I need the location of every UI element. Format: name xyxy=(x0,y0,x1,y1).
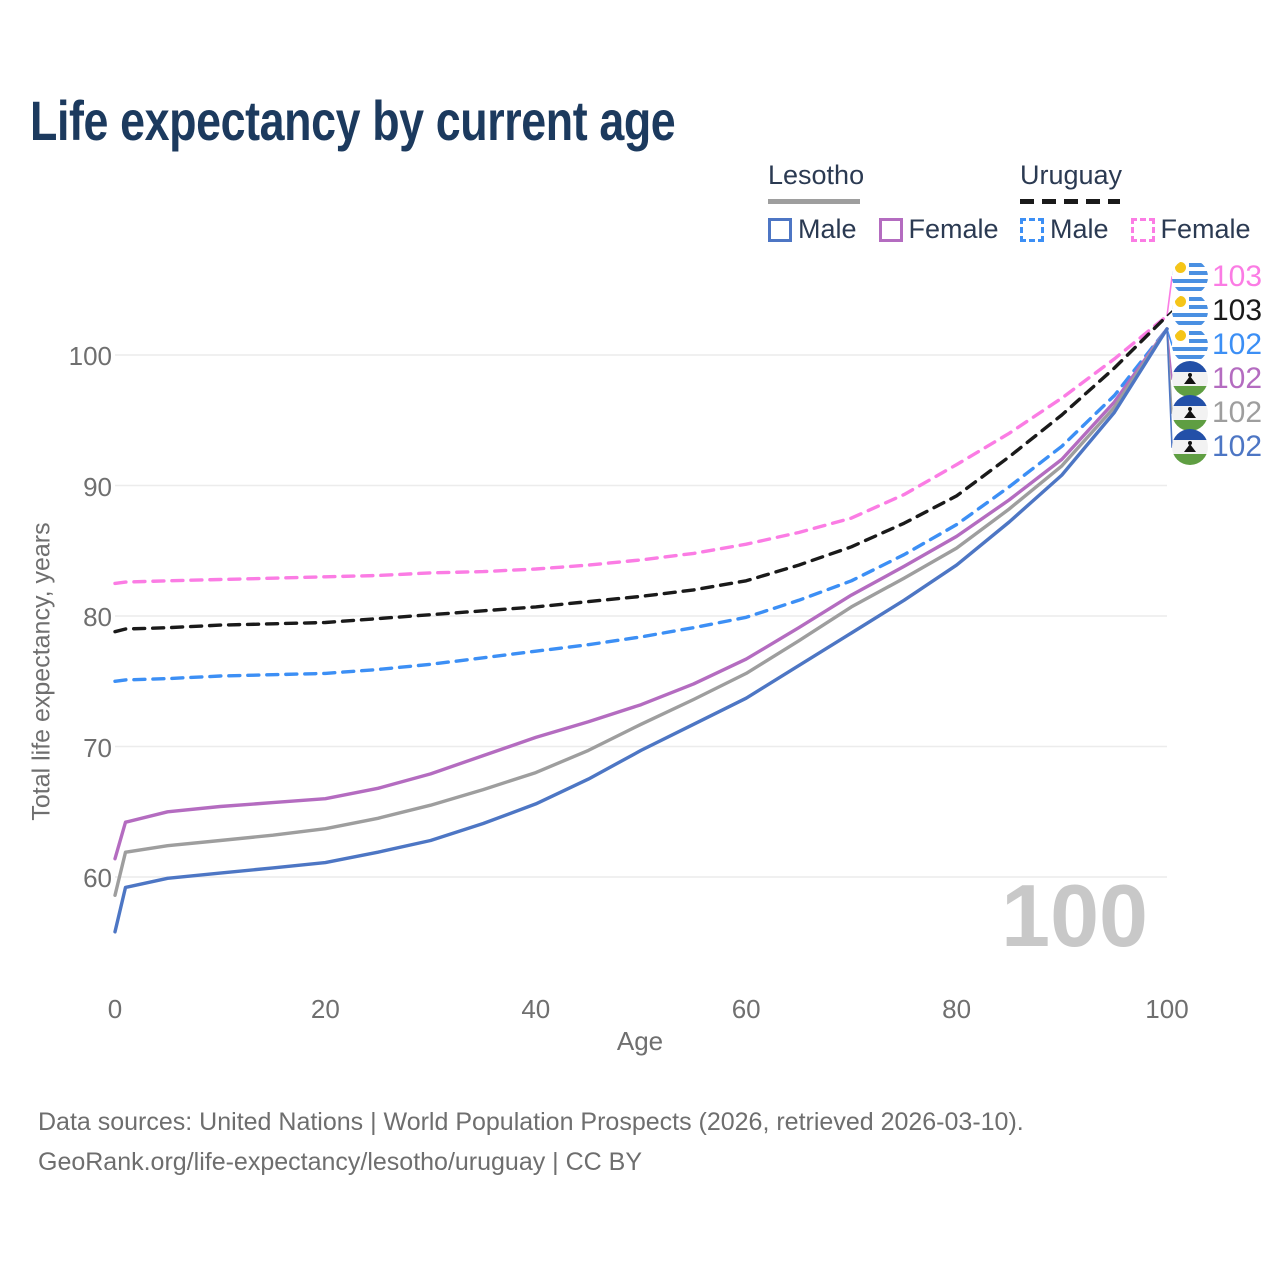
x-tick-label-60: 60 xyxy=(731,994,761,1024)
end-value-label-uruguay-female: 103 xyxy=(1212,260,1263,293)
end-value-label-uruguay-both: 103 xyxy=(1212,294,1263,327)
y-tick-label-90: 90 xyxy=(83,471,112,502)
footer-data-sources: Data sources: United Nations | World Pop… xyxy=(38,1108,1024,1136)
legend-country-lesotho: Lesotho xyxy=(768,160,865,190)
series-line-uruguay-both xyxy=(113,314,1169,634)
page-title: Life expectancy by current age xyxy=(30,89,676,152)
series-line-lesotho-both xyxy=(113,327,1169,897)
legend-country-uruguay: Uruguay xyxy=(1020,160,1123,190)
x-axis-title: Age xyxy=(616,1026,664,1056)
lesotho-female-swatch-icon xyxy=(878,217,903,242)
legend-label: Female xyxy=(908,214,999,244)
watermark-age-100: 100 xyxy=(1001,866,1148,965)
series-line-uruguay-male xyxy=(113,327,1169,683)
legend-item-uruguay-female[interactable]: Female xyxy=(1130,214,1251,245)
legend-item-lesotho-female[interactable]: Female xyxy=(878,214,999,245)
flag-uruguay-icon xyxy=(1172,259,1208,295)
legend-label: Male xyxy=(798,214,857,244)
x-tick-label-100: 100 xyxy=(1145,994,1189,1024)
y-axis-title: Total life expectancy, years xyxy=(27,522,56,821)
flag-lesotho-icon xyxy=(1172,361,1208,397)
y-tick-label-70: 70 xyxy=(83,732,112,763)
end-value-label-lesotho-male: 102 xyxy=(1212,430,1263,463)
flag-uruguay-icon xyxy=(1172,293,1208,329)
footer-attribution: GeoRank.org/life-expectancy/lesotho/urug… xyxy=(38,1148,643,1176)
flag-uruguay-icon xyxy=(1172,327,1208,363)
y-tick-label-100: 100 xyxy=(68,341,112,371)
y-tick-label-80: 80 xyxy=(83,602,112,632)
legend-item-lesotho-male[interactable]: Male xyxy=(768,214,857,245)
uruguay-female-swatch-icon xyxy=(1130,217,1155,242)
flag-lesotho-icon xyxy=(1172,429,1208,465)
legend-label: Female xyxy=(1160,214,1251,244)
legend-dashed-line-sample xyxy=(1020,199,1120,204)
legend-group-lesotho: Lesotho Male Female xyxy=(768,160,1015,245)
end-value-label-lesotho-both: 102 xyxy=(1212,396,1263,429)
legend-solid-line-sample xyxy=(768,199,860,204)
legend-label: Male xyxy=(1050,214,1109,244)
end-value-label-uruguay-male: 102 xyxy=(1212,328,1263,361)
lesotho-male-swatch-icon xyxy=(768,217,792,242)
series-line-lesotho-female xyxy=(113,327,1169,861)
flag-lesotho-icon xyxy=(1172,395,1208,431)
series-line-uruguay-female xyxy=(113,314,1169,586)
series-line-lesotho-male xyxy=(113,327,1169,934)
x-tick-label-20: 20 xyxy=(310,994,340,1024)
end-value-label-lesotho-female: 102 xyxy=(1212,362,1263,395)
legend-item-uruguay-male[interactable]: Male xyxy=(1020,214,1109,245)
x-tick-label-40: 40 xyxy=(521,994,551,1024)
x-tick-label-80: 80 xyxy=(942,994,972,1024)
uruguay-male-swatch-icon xyxy=(1020,217,1044,242)
legend-group-uruguay: Uruguay Male Female xyxy=(1020,160,1267,245)
x-tick-label-0: 0 xyxy=(107,994,123,1024)
y-tick-label-60: 60 xyxy=(83,863,112,893)
